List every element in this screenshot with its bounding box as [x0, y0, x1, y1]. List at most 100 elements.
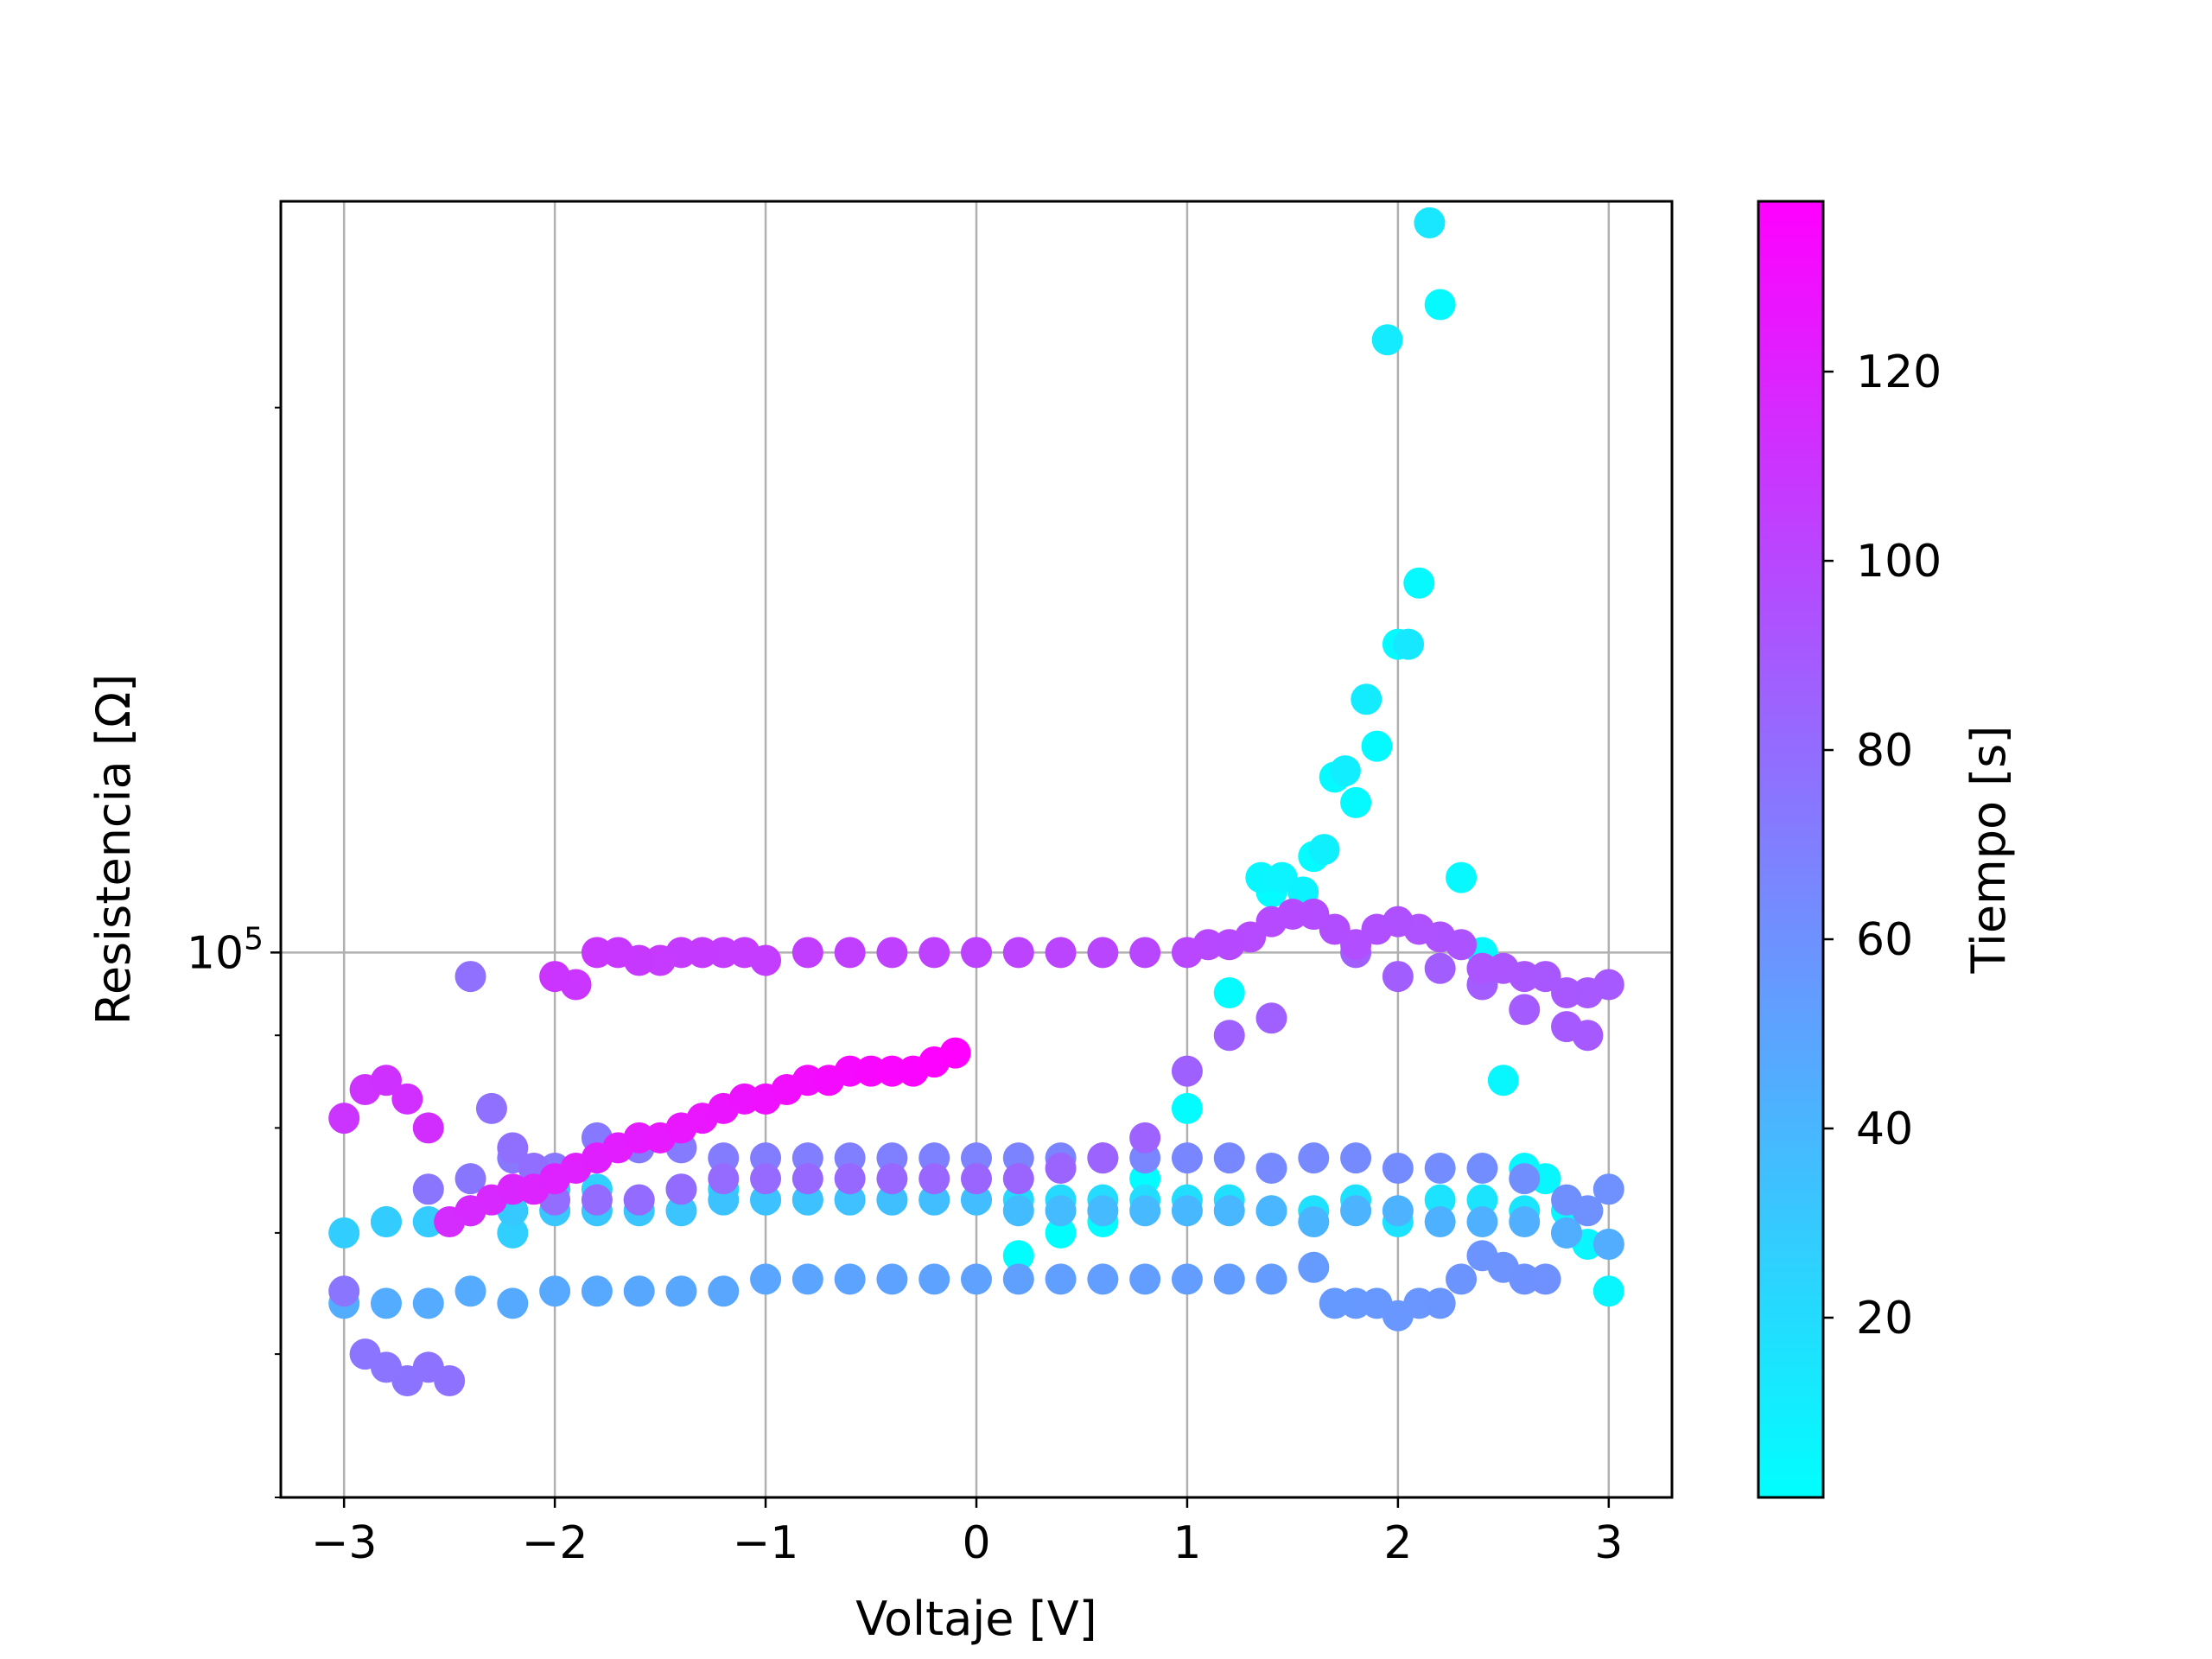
colorbar-tick-label: 100 [1856, 536, 1942, 588]
data-point [434, 1364, 466, 1396]
data-point [876, 1263, 908, 1295]
data-point [1087, 937, 1119, 969]
data-point [1171, 1092, 1203, 1124]
data-point [1213, 1020, 1245, 1052]
data-point [1592, 1173, 1624, 1205]
data-point [1129, 1263, 1161, 1295]
y-tick-label: 105 [187, 921, 264, 979]
data-point [791, 1263, 823, 1295]
data-point [1045, 1217, 1077, 1249]
data-point [834, 1163, 866, 1195]
data-point [1424, 1153, 1456, 1185]
data-point [370, 1205, 402, 1237]
data-point [581, 937, 613, 969]
data-point [918, 1184, 950, 1216]
x-tick-label: −2 [522, 1517, 588, 1569]
data-point [370, 1287, 402, 1319]
axes: −3 −2 −1 0 1 2 3 105 [187, 406, 1623, 1569]
data-point [1255, 1153, 1287, 1185]
data-point [412, 1112, 444, 1144]
data-point [1551, 1217, 1583, 1249]
data-point [961, 1163, 992, 1195]
data-point [1424, 289, 1456, 321]
x-tick-label: 0 [962, 1517, 990, 1569]
data-point [475, 1092, 507, 1124]
data-point [370, 1065, 402, 1096]
data-point [1592, 1228, 1624, 1260]
colorbar-ticks: 20 40 60 80 100 120 [1823, 346, 1942, 1344]
data-point [1382, 1153, 1414, 1185]
data-point [1487, 1065, 1519, 1096]
data-point [1171, 1263, 1203, 1295]
data-point [708, 1163, 740, 1195]
data-point [708, 1184, 740, 1216]
data-point [1371, 324, 1403, 356]
data-point [1351, 683, 1382, 715]
data-point [454, 1163, 486, 1195]
x-tick-label: 2 [1383, 1517, 1412, 1569]
data-point [1002, 1240, 1034, 1272]
colorbar-tick-label: 80 [1856, 725, 1913, 777]
data-point [1213, 1263, 1245, 1295]
data-point [665, 1275, 697, 1307]
data-point [1466, 1205, 1498, 1237]
data-point [834, 1184, 866, 1216]
data-point [539, 961, 571, 993]
data-point [1340, 786, 1372, 818]
data-point [918, 1263, 950, 1295]
data-point [1382, 1195, 1414, 1227]
data-point [623, 1184, 655, 1216]
data-point [328, 1275, 360, 1307]
data-point [1171, 1055, 1203, 1087]
data-point [1213, 1142, 1245, 1174]
data-point [1002, 1263, 1034, 1295]
data-point [750, 1163, 782, 1195]
x-axis-label: Voltaje [V] [855, 1592, 1097, 1646]
data-point [750, 1263, 782, 1295]
colorbar-tick-label: 60 [1856, 914, 1913, 966]
data-point [834, 1263, 866, 1295]
data-point [876, 937, 908, 969]
data-points [328, 207, 1624, 1396]
data-point [961, 937, 992, 969]
data-point [328, 1103, 360, 1135]
data-point [1213, 1195, 1245, 1227]
data-point [1255, 1195, 1287, 1227]
data-point [1087, 1195, 1119, 1227]
data-point [876, 1184, 908, 1216]
colorbar-tick-label: 120 [1856, 346, 1942, 398]
data-point [581, 1275, 613, 1307]
data-point [1509, 994, 1541, 1026]
data-point [328, 1217, 360, 1249]
data-point [1255, 1263, 1287, 1295]
data-point [918, 1163, 950, 1195]
data-point [834, 937, 866, 969]
data-point [1045, 1153, 1077, 1185]
data-point [750, 1184, 782, 1216]
data-point [1466, 952, 1498, 984]
data-point [412, 1287, 444, 1319]
data-point [1129, 937, 1161, 969]
x-tick-label: 1 [1173, 1517, 1201, 1569]
data-point [1446, 861, 1478, 893]
data-point [1045, 1263, 1077, 1295]
data-point [1129, 1122, 1161, 1154]
data-point [1213, 977, 1245, 1009]
data-point [1551, 1184, 1583, 1216]
data-point [1255, 1002, 1287, 1034]
data-point [1045, 1195, 1077, 1227]
data-point [1171, 1195, 1203, 1227]
data-point [1087, 1263, 1119, 1295]
data-point [1403, 567, 1435, 599]
data-point [1329, 755, 1361, 787]
data-point [497, 1217, 529, 1249]
data-point [1424, 1184, 1456, 1216]
colorbar-tick-label: 20 [1856, 1293, 1913, 1344]
data-point [539, 1275, 571, 1307]
data-point [454, 961, 486, 993]
data-point [1509, 1205, 1541, 1237]
data-point [1509, 1163, 1541, 1195]
data-point [1466, 1184, 1498, 1216]
data-point [454, 1275, 486, 1307]
data-point [1572, 1020, 1604, 1052]
